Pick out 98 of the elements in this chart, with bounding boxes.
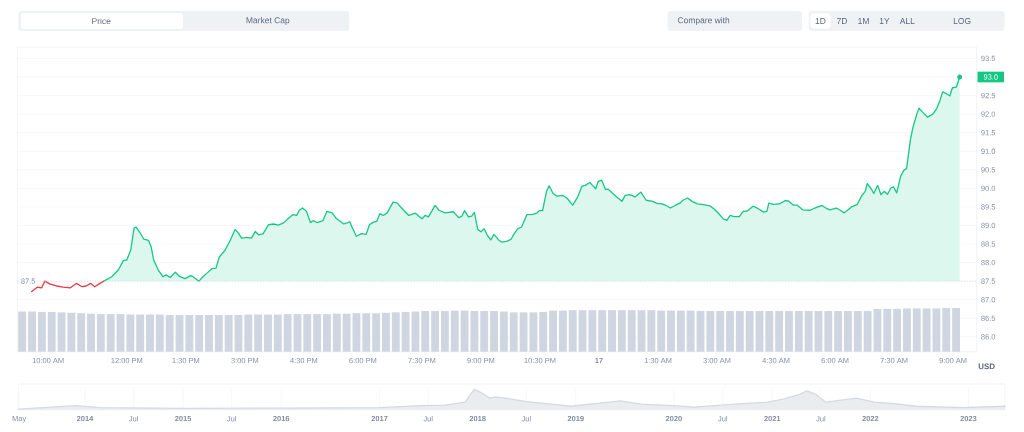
bar <box>431 311 440 352</box>
bar <box>834 311 843 352</box>
bar <box>539 311 548 352</box>
bar <box>136 314 145 352</box>
bar <box>244 314 253 352</box>
bar <box>549 310 557 352</box>
bar <box>647 310 656 352</box>
bar <box>568 310 577 352</box>
bar <box>303 314 312 352</box>
bar <box>28 311 36 352</box>
bar <box>126 314 135 352</box>
bar <box>313 314 322 352</box>
bar <box>382 312 390 352</box>
text: ALL <box>899 18 915 24</box>
bar <box>824 311 833 352</box>
bar <box>617 310 626 352</box>
bar <box>391 312 400 352</box>
text: 1M <box>858 18 869 24</box>
bar <box>804 311 813 352</box>
bar <box>499 311 508 352</box>
bar <box>863 311 872 352</box>
bar <box>254 314 263 352</box>
bar <box>578 310 587 352</box>
text: Price <box>92 17 111 25</box>
bar <box>883 308 892 352</box>
bar <box>676 310 685 352</box>
bar <box>214 314 223 352</box>
bar <box>116 314 125 352</box>
bar <box>509 312 518 352</box>
bar <box>352 313 361 352</box>
bar <box>558 310 567 352</box>
text: Compare with <box>677 17 730 25</box>
bar <box>155 314 164 352</box>
text: 1D <box>815 18 826 24</box>
bar <box>686 310 695 352</box>
bar <box>775 311 784 352</box>
bar <box>293 314 302 352</box>
bar <box>264 314 272 352</box>
bar <box>519 312 528 352</box>
bar <box>323 314 331 352</box>
bar <box>853 311 862 352</box>
bar <box>450 310 459 352</box>
bar <box>205 314 213 352</box>
bar <box>765 311 774 352</box>
bar <box>735 311 744 352</box>
bar <box>657 310 666 352</box>
bar <box>224 314 233 352</box>
bar <box>18 311 27 352</box>
bar <box>165 314 174 352</box>
bar <box>67 312 76 352</box>
text: Market Cap <box>246 17 290 25</box>
bar <box>588 310 597 352</box>
bar <box>844 311 852 352</box>
bar <box>421 311 430 352</box>
bar <box>716 311 725 352</box>
bar <box>903 308 911 352</box>
bar <box>667 310 675 352</box>
bar <box>706 311 715 352</box>
bar <box>794 311 803 352</box>
text: 7D <box>837 18 848 24</box>
bar <box>745 311 754 352</box>
bar <box>696 311 705 352</box>
bar <box>362 313 371 352</box>
bar <box>96 314 105 352</box>
bar <box>627 310 636 352</box>
bar <box>893 308 902 352</box>
bar <box>332 313 341 352</box>
bar <box>529 312 538 352</box>
bar <box>283 314 292 352</box>
text: LOG <box>953 18 971 24</box>
bar <box>195 314 204 352</box>
bar <box>106 314 115 352</box>
bar <box>726 311 734 352</box>
bar <box>814 311 823 352</box>
bar <box>372 313 381 352</box>
bar <box>785 311 793 352</box>
bar <box>342 313 351 352</box>
bar <box>37 311 46 352</box>
bar <box>912 308 921 352</box>
bar <box>234 314 243 352</box>
bar <box>146 314 154 352</box>
bar <box>490 311 498 352</box>
bar <box>952 308 961 352</box>
bar <box>273 314 282 352</box>
bar <box>57 312 66 352</box>
bar <box>598 310 607 352</box>
bar <box>480 311 489 352</box>
bar <box>77 313 86 352</box>
bar <box>942 308 951 352</box>
text: 1Y <box>879 18 890 24</box>
bar <box>608 310 616 352</box>
bar <box>440 311 449 352</box>
bar <box>175 314 184 352</box>
bar <box>87 313 95 352</box>
bar <box>47 311 56 352</box>
bar <box>637 310 646 352</box>
bar <box>755 311 764 352</box>
bar <box>185 314 194 352</box>
